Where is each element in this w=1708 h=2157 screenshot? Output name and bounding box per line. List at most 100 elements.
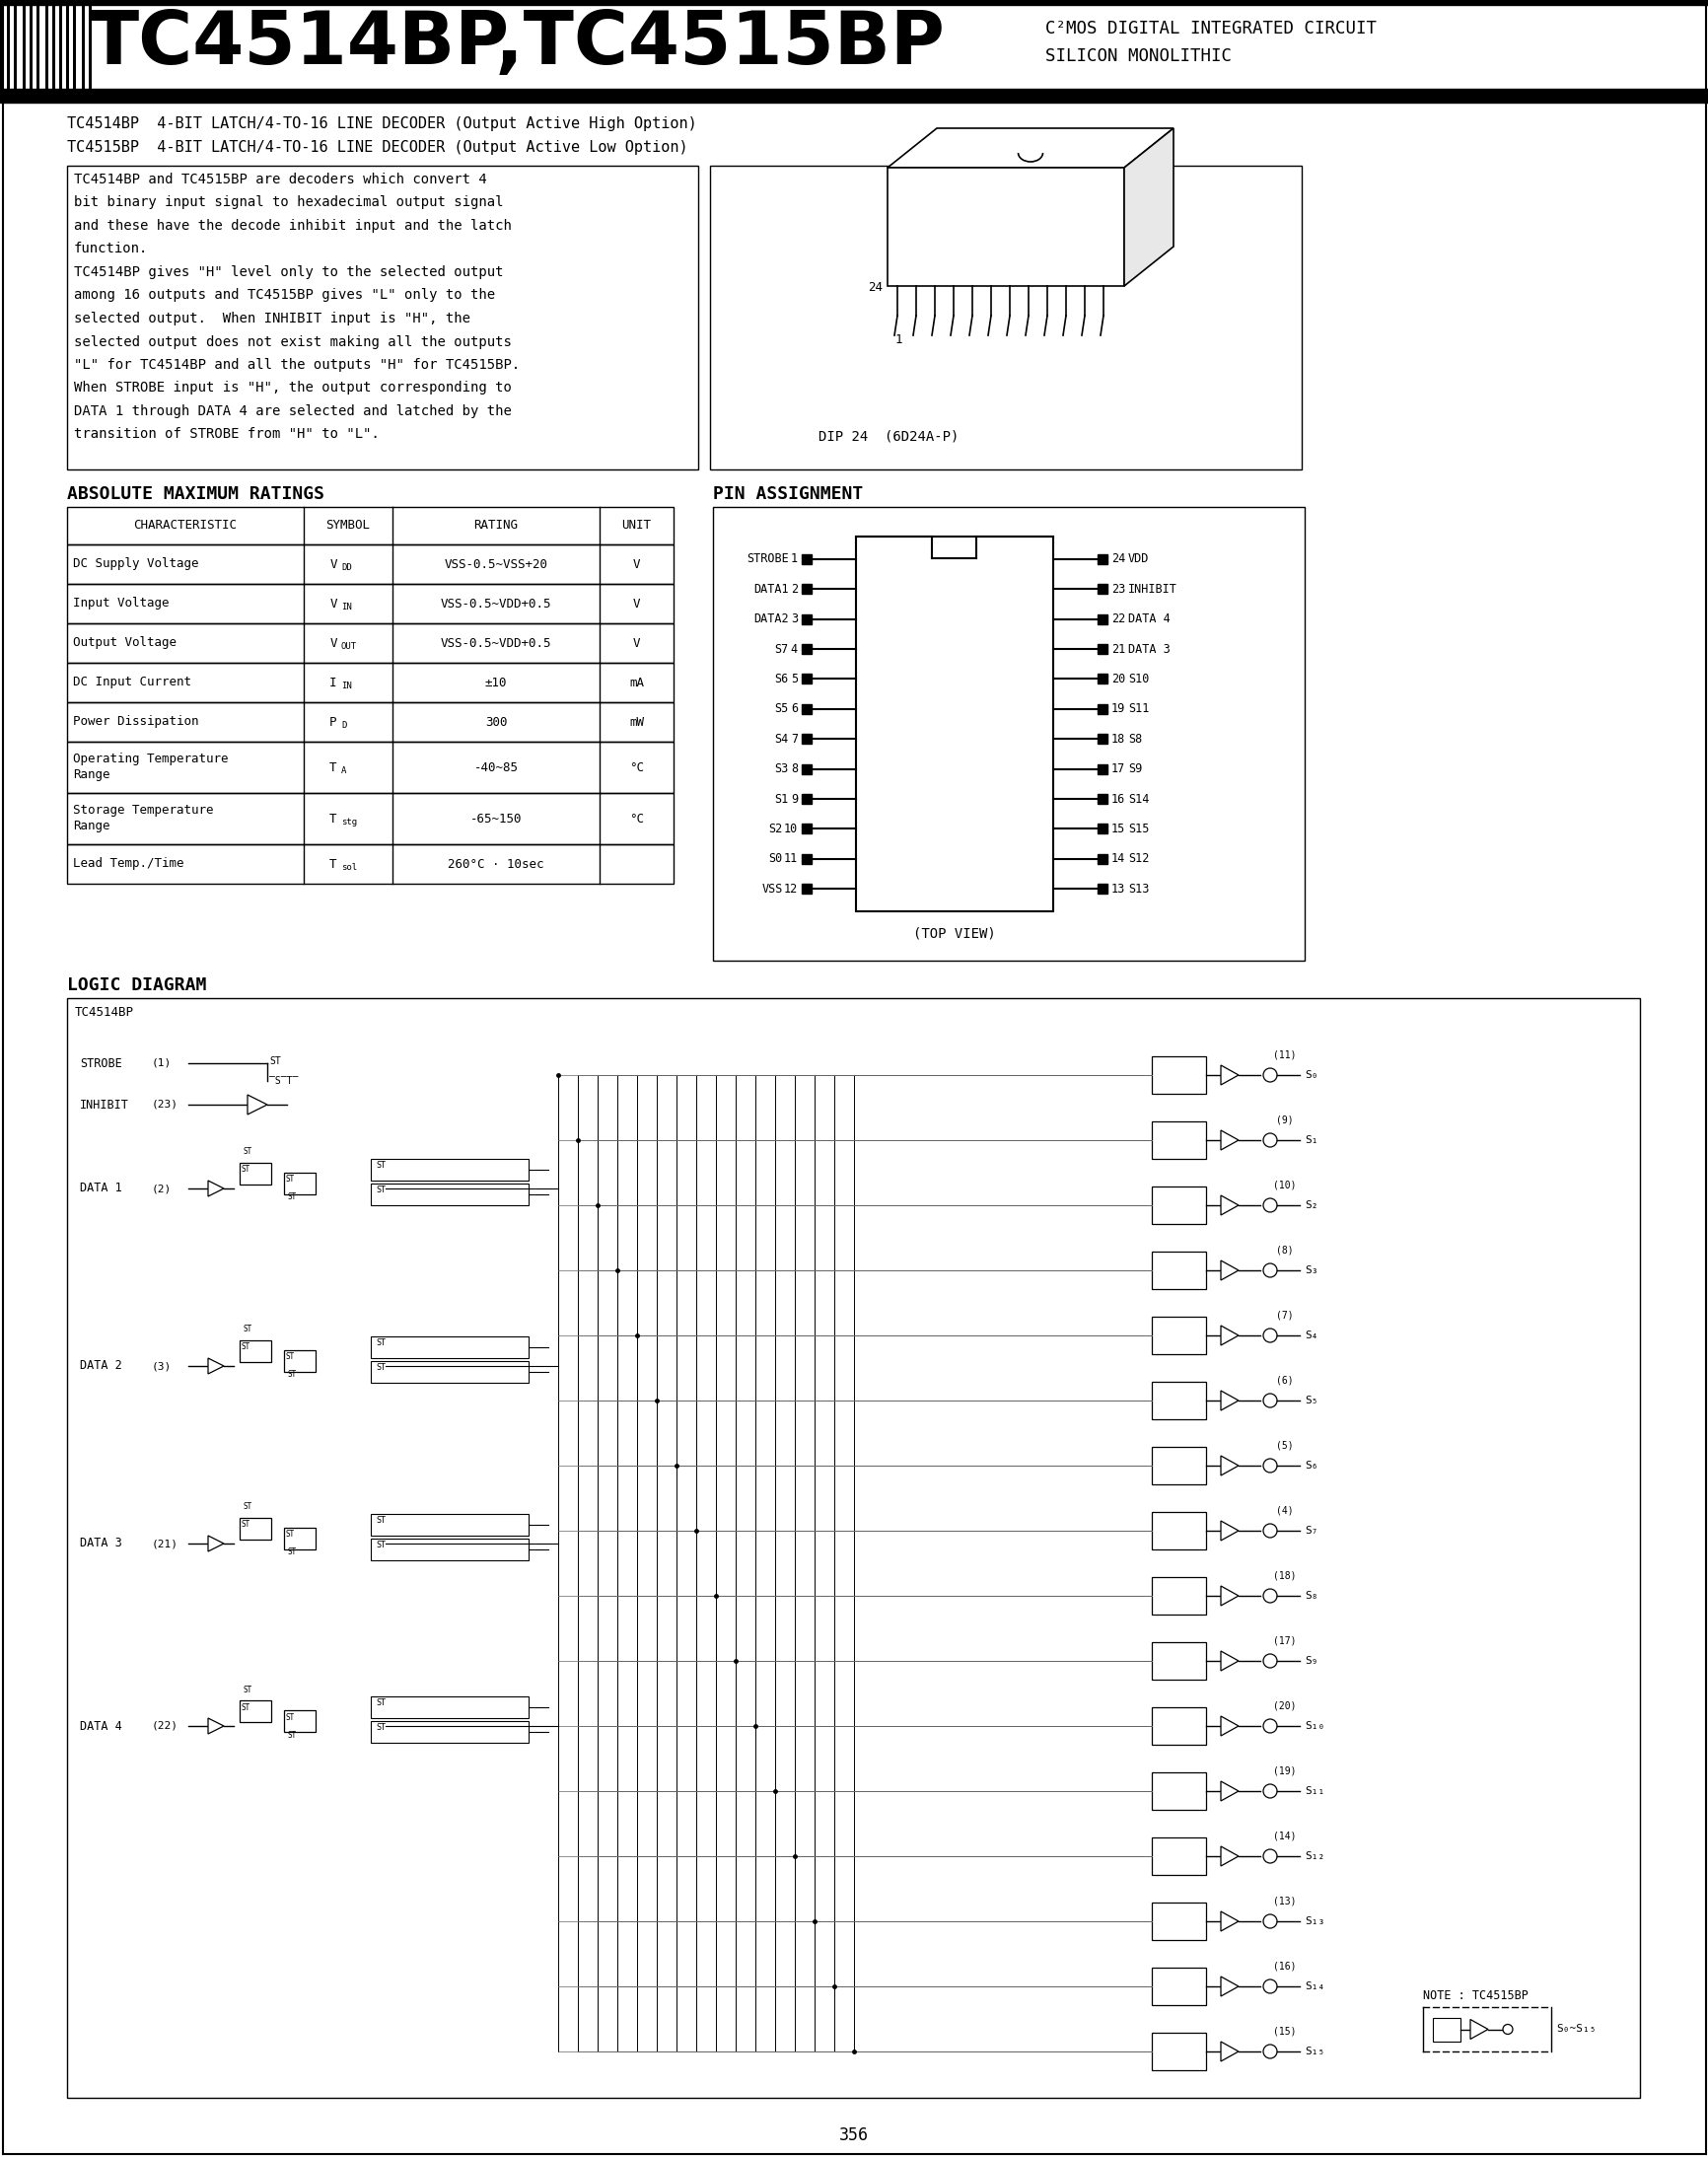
Text: IN: IN: [342, 604, 352, 613]
Text: S₇: S₇: [1303, 1525, 1317, 1536]
Text: S15: S15: [1127, 822, 1148, 835]
Text: VSS: VSS: [762, 882, 782, 895]
Text: ST: ST: [376, 1723, 386, 1732]
Bar: [1151, 1512, 1206, 1549]
Text: UNIT: UNIT: [622, 520, 651, 533]
Text: DATA 3: DATA 3: [80, 1538, 121, 1551]
Bar: [1097, 703, 1107, 714]
Bar: [371, 1184, 528, 1206]
Bar: [712, 507, 1303, 960]
Text: ST: ST: [285, 1529, 295, 1540]
Text: 16: 16: [1110, 792, 1126, 805]
Bar: [1097, 733, 1107, 744]
Text: TC4515BP  4-BIT LATCH/4-TO-16 LINE DECODER (Output Active Low Option): TC4515BP 4-BIT LATCH/4-TO-16 LINE DECODE…: [67, 140, 688, 155]
Bar: [371, 1721, 528, 1743]
Text: 4: 4: [791, 643, 798, 656]
Text: 13: 13: [1110, 882, 1126, 895]
Bar: [284, 1527, 316, 1549]
Bar: [371, 1361, 528, 1383]
Bar: [0, 88, 1708, 104]
Bar: [73, 0, 75, 88]
Polygon shape: [1220, 1717, 1238, 1736]
Bar: [1097, 794, 1107, 805]
Text: 1: 1: [895, 334, 902, 345]
Text: V: V: [632, 559, 640, 572]
Text: 9: 9: [791, 792, 798, 805]
Text: (15): (15): [1272, 2028, 1296, 2036]
Bar: [22, 0, 26, 88]
Text: P: P: [330, 716, 336, 729]
Text: TC4514BP and TC4515BP are decoders which convert 4: TC4514BP and TC4515BP are decoders which…: [73, 173, 487, 186]
Polygon shape: [208, 1536, 224, 1551]
Bar: [29, 0, 32, 88]
Polygon shape: [1220, 1327, 1238, 1346]
Text: 19: 19: [1110, 703, 1126, 716]
Text: Power Dissipation: Power Dissipation: [73, 716, 198, 729]
Bar: [7, 0, 10, 88]
Text: S4: S4: [774, 733, 789, 746]
Text: ±10: ±10: [485, 675, 507, 688]
Text: S10: S10: [1127, 673, 1148, 686]
Bar: [67, 703, 673, 742]
Text: 7: 7: [791, 733, 798, 746]
Polygon shape: [1220, 1066, 1238, 1085]
Text: (6): (6): [1276, 1376, 1293, 1385]
Bar: [1151, 2032, 1206, 2071]
Bar: [856, 537, 1052, 910]
Text: ̅S̅T̅: ̅S̅T̅: [270, 1076, 297, 1085]
Text: -40~85: -40~85: [473, 761, 518, 774]
Text: 22: 22: [1110, 613, 1126, 626]
Text: INHIBIT: INHIBIT: [80, 1098, 130, 1111]
Text: ST: ST: [270, 1057, 280, 1066]
Text: VSS-0.5~VSS+20: VSS-0.5~VSS+20: [444, 559, 548, 572]
Text: transition of STROBE from "H" to "L".: transition of STROBE from "H" to "L".: [73, 427, 379, 442]
Polygon shape: [208, 1719, 224, 1734]
Text: V: V: [330, 559, 336, 572]
Text: TC4514BP  4-BIT LATCH/4-TO-16 LINE DECODER (Output Active High Option): TC4514BP 4-BIT LATCH/4-TO-16 LINE DECODE…: [67, 116, 697, 132]
Bar: [1151, 1967, 1206, 2006]
Text: (22): (22): [152, 1721, 178, 1730]
Bar: [801, 585, 811, 593]
Bar: [60, 0, 61, 88]
Polygon shape: [1220, 1130, 1238, 1150]
Text: Input Voltage: Input Voltage: [73, 597, 169, 610]
Bar: [709, 166, 1301, 470]
Text: V: V: [330, 597, 336, 610]
Text: ST: ST: [287, 1730, 297, 1739]
Text: DATA1: DATA1: [753, 582, 789, 595]
Bar: [1151, 1122, 1206, 1158]
Text: (11): (11): [1272, 1050, 1296, 1061]
Text: (18): (18): [1272, 1570, 1296, 1581]
Bar: [1097, 673, 1107, 684]
Bar: [53, 0, 55, 88]
Text: 14: 14: [1110, 852, 1126, 865]
Bar: [239, 1519, 272, 1540]
Text: S14: S14: [1127, 792, 1148, 805]
Text: 18: 18: [1110, 733, 1126, 746]
Text: SYMBOL: SYMBOL: [326, 520, 371, 533]
Polygon shape: [1220, 2043, 1238, 2062]
Text: ST: ST: [376, 1337, 386, 1348]
Polygon shape: [1220, 1456, 1238, 1475]
Text: ST: ST: [244, 1503, 253, 1512]
Text: T: T: [330, 761, 336, 774]
Text: (7): (7): [1276, 1311, 1293, 1320]
Polygon shape: [208, 1359, 224, 1374]
Text: S1: S1: [774, 792, 789, 805]
Text: OUT: OUT: [342, 643, 357, 651]
Text: ABSOLUTE MAXIMUM RATINGS: ABSOLUTE MAXIMUM RATINGS: [67, 485, 325, 503]
Text: S₁₄: S₁₄: [1303, 1982, 1324, 1991]
Text: (20): (20): [1272, 1702, 1296, 1711]
Bar: [67, 507, 673, 544]
Bar: [801, 884, 811, 893]
Polygon shape: [1124, 127, 1173, 287]
Bar: [1151, 1316, 1206, 1355]
Text: SILICON MONOLITHIC: SILICON MONOLITHIC: [1045, 47, 1231, 65]
Text: S₁₂: S₁₂: [1303, 1851, 1324, 1861]
Text: -65~150: -65~150: [470, 813, 521, 824]
Text: (17): (17): [1272, 1637, 1296, 1646]
Text: (10): (10): [1272, 1180, 1296, 1191]
Text: S₀: S₀: [1303, 1070, 1317, 1081]
Text: (21): (21): [152, 1538, 178, 1549]
Bar: [1151, 1447, 1206, 1484]
